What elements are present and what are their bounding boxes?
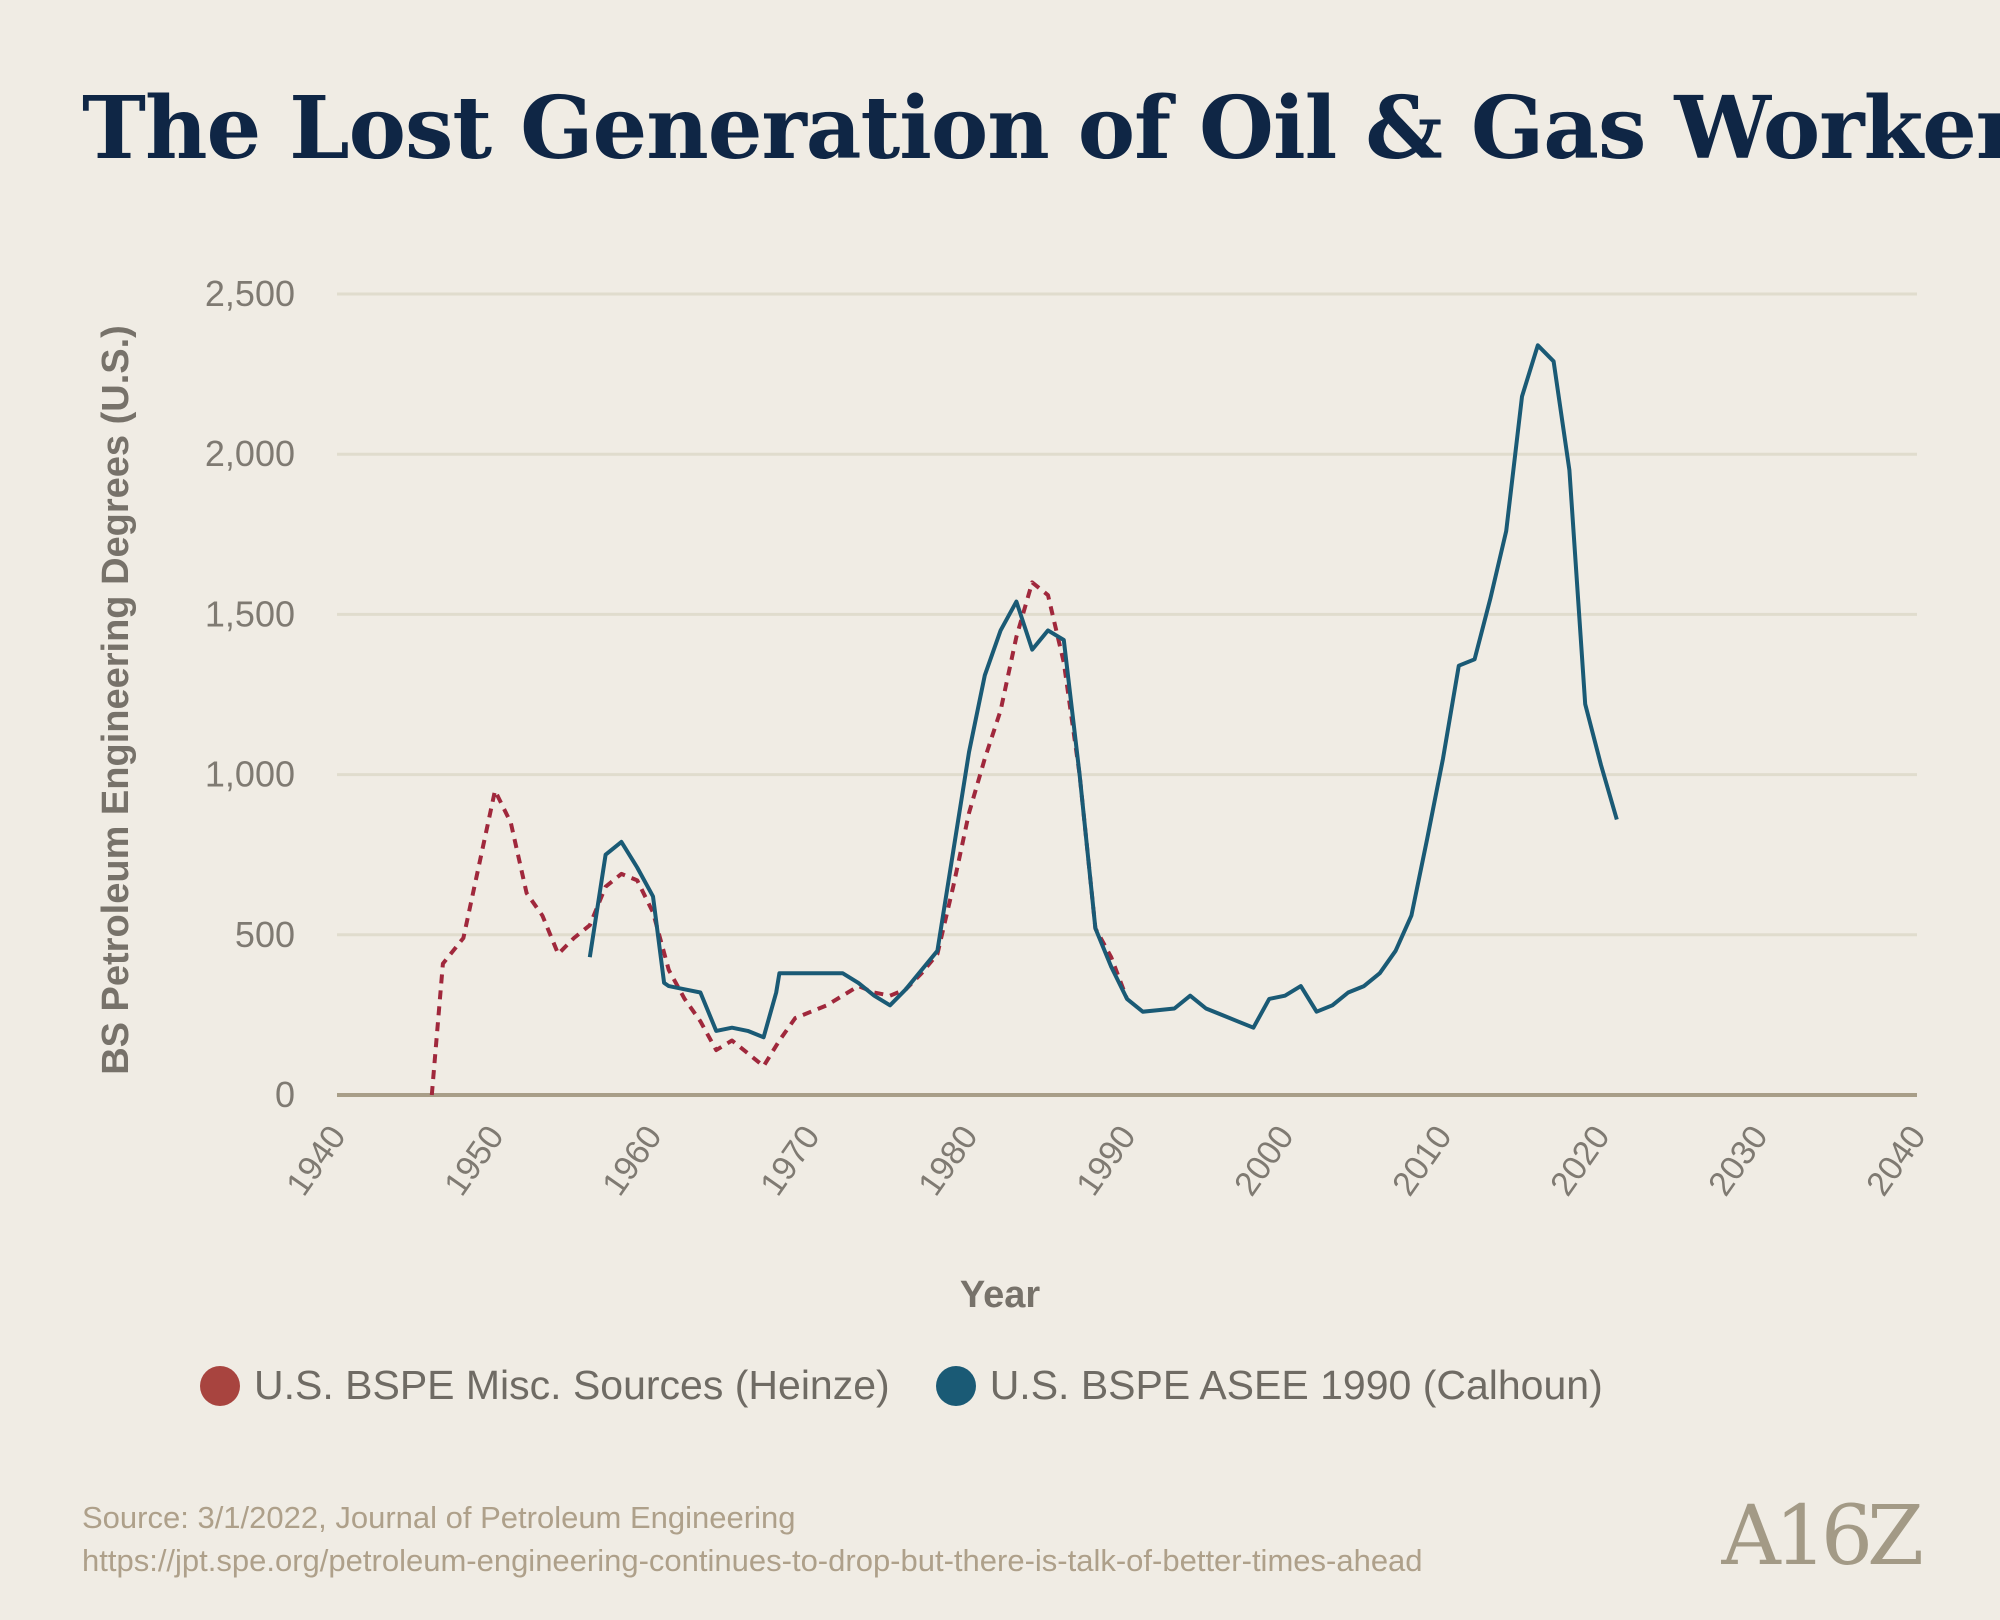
source-url: https://jpt.spe.org/petroleum-engineerin…: [82, 1543, 1423, 1578]
legend-item-heinze: U.S. BSPE Misc. Sources (Heinze): [200, 1362, 890, 1409]
x-tick-label: 1960: [595, 1119, 670, 1203]
source-citation: Source: 3/1/2022, Journal of Petroleum E…: [82, 1500, 796, 1535]
legend-label-heinze: U.S. BSPE Misc. Sources (Heinze): [254, 1362, 890, 1408]
y-tick-label: 1,500: [205, 593, 295, 634]
x-tick-label: 2000: [1227, 1119, 1302, 1203]
chart-legend: U.S. BSPE Misc. Sources (Heinze) U.S. BS…: [200, 1362, 1649, 1409]
x-tick-label: 1970: [753, 1119, 828, 1203]
y-tick-label: 1,000: [205, 754, 295, 795]
a16z-logo: A16Z: [1721, 1489, 1924, 1584]
line-chart: 0 500 1,000 1,500 2,000 2,500 1940 1950 1960 197…: [95, 273, 1934, 1316]
x-axis-title: Year: [960, 1274, 1041, 1316]
legend-dot-heinze: [200, 1365, 240, 1406]
series-lines: [429, 343, 1619, 1096]
x-axis-ticks: 1940 1950 1960 1970 1980 1990 2000 2010 2020 2030…: [279, 1119, 1934, 1203]
x-tick-label: 1990: [1069, 1119, 1144, 1203]
x-tick-label: 2020: [1543, 1119, 1618, 1203]
x-tick-label: 1950: [437, 1119, 512, 1203]
y-tick-label: 2,500: [205, 273, 295, 314]
legend-dot-calhoun: [935, 1365, 976, 1406]
source-note: Source: 3/1/2022, Journal of Petroleum E…: [82, 1496, 1423, 1582]
series-line-heinze: [429, 580, 1129, 1096]
legend-label-calhoun: U.S. BSPE ASEE 1990 (Calhoun): [989, 1362, 1603, 1408]
grid-lines: [337, 292, 1917, 1097]
x-tick-label: 2030: [1701, 1119, 1776, 1203]
y-tick-label: 2,000: [205, 433, 295, 474]
x-tick-label: 1940: [279, 1119, 354, 1203]
y-tick-label: 0: [275, 1074, 295, 1115]
y-axis-ticks: 0 500 1,000 1,500 2,000 2,500: [205, 273, 295, 1115]
x-tick-label: 1980: [911, 1119, 986, 1203]
y-tick-label: 500: [235, 914, 295, 955]
x-tick-label: 2040: [1859, 1119, 1934, 1203]
x-tick-label: 2010: [1385, 1119, 1460, 1203]
y-axis-title: BS Petroleum Engineering Degrees (U.S.): [95, 325, 137, 1075]
chart-title: The Lost Generation of Oil & Gas Workers: [82, 78, 2000, 179]
series-line-calhoun: [587, 343, 1619, 1040]
legend-item-calhoun: U.S. BSPE ASEE 1990 (Calhoun): [935, 1362, 1603, 1409]
